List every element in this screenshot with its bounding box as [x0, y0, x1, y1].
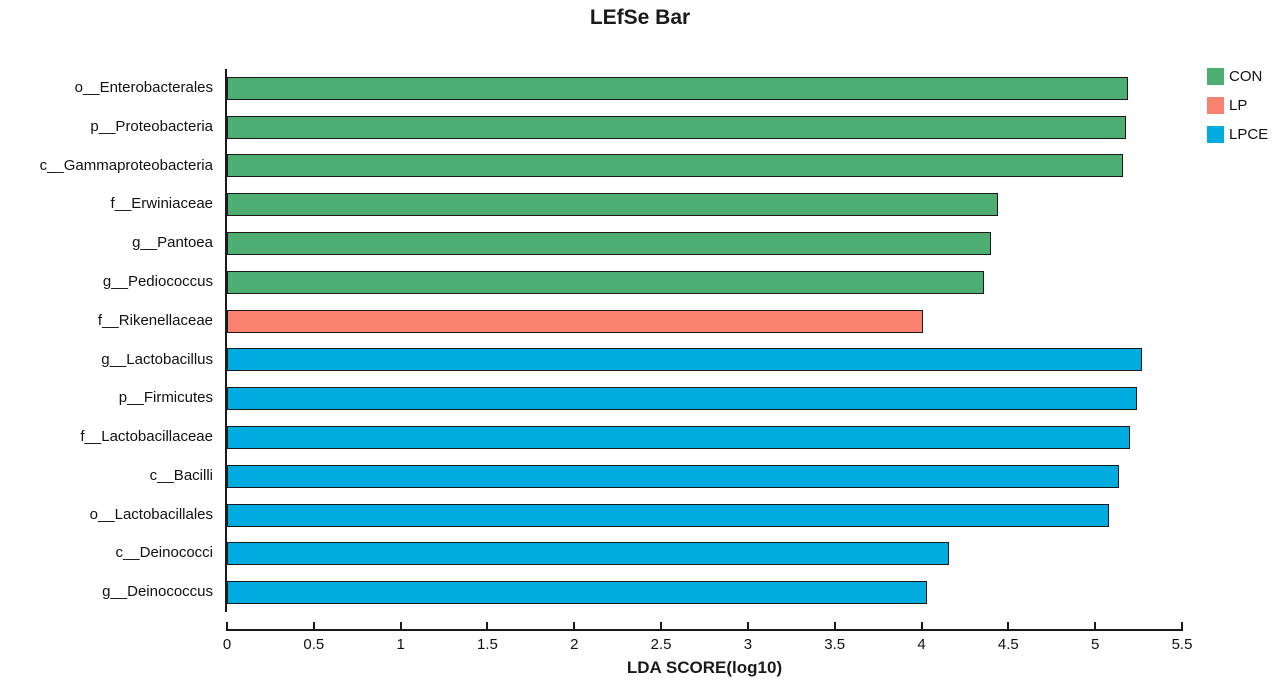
legend-swatch-icon: [1207, 68, 1224, 85]
y-axis-label: f__Rikenellaceae: [97, 311, 213, 329]
plot-area: [227, 69, 1182, 612]
x-axis-tick: [1181, 622, 1183, 631]
y-axis-line: [225, 69, 227, 612]
x-axis-tick: [312, 622, 315, 631]
x-axis-tick: [833, 622, 836, 631]
bar-o__Enterobacterales: [227, 76, 1129, 100]
bar-row: [227, 185, 1182, 224]
y-axis-label: f__Erwiniaceae: [110, 195, 213, 213]
y-axis-labels: o__Enterobacterales p__Proteobacteria c__G…: [0, 69, 213, 612]
y-axis-label: g__Deinococcus: [102, 583, 213, 601]
x-axis-tick: [746, 622, 749, 631]
legend-label: LPCE: [1229, 126, 1269, 143]
bar-row: [227, 263, 1182, 302]
bar-g__Pediococcus: [227, 270, 985, 294]
legend-swatch-icon: [1207, 97, 1224, 114]
x-axis-tick: [920, 622, 923, 631]
x-axis-line: [226, 629, 1183, 631]
x-axis-tick: [226, 622, 228, 631]
x-axis-tick: [573, 622, 576, 631]
legend: CON LP LPCE: [1207, 68, 1268, 155]
x-axis-tick: [1007, 622, 1010, 631]
y-axis-label: g__Pantoea: [132, 234, 213, 252]
bar-row: [227, 457, 1182, 496]
y-axis-label: o__Enterobacterales: [74, 79, 213, 96]
x-axis-tick: [1094, 622, 1097, 631]
x-axis-tick-label: 3: [743, 636, 753, 653]
bar-row: [227, 341, 1182, 380]
bar-row: [227, 302, 1182, 341]
bar-f__Rikenellaceae: [227, 309, 924, 333]
bar-row: [227, 418, 1182, 457]
y-axis-label: p__Proteobacteria: [90, 117, 213, 135]
y-axis-label: c__Gammaproteobacteria: [39, 156, 213, 174]
legend-item-LPCE: LPCE: [1207, 126, 1268, 143]
bar-o__Lactobacillales: [227, 503, 1110, 527]
x-axis-tick: [399, 622, 402, 631]
x-axis-tick: [486, 622, 489, 631]
y-axis-label: c__Bacilli: [149, 466, 213, 484]
x-axis-tick-label: 1: [396, 636, 405, 653]
x-axis-tick-label: 3.5: [824, 636, 846, 653]
legend-item-CON: CON: [1207, 68, 1268, 85]
bar-g__Pantoea: [227, 232, 991, 256]
chart-title: LEfSe Bar: [589, 6, 691, 29]
y-axis-label: p__Firmicutes: [118, 389, 213, 407]
y-axis-label: g__Pediococcus: [102, 272, 213, 290]
legend-item-LP: LP: [1207, 97, 1268, 114]
legend-label: CON: [1229, 68, 1263, 85]
bar-f__Erwiniaceae: [227, 193, 998, 217]
bar-p__Proteobacteria: [227, 115, 1127, 139]
bar-row: [227, 573, 1182, 612]
x-axis-tick-label: 2.5: [650, 636, 672, 653]
bar-row: [227, 496, 1182, 535]
x-axis-tick-label: 4.5: [997, 636, 1019, 653]
bar-row: [227, 69, 1182, 108]
bar-p__Firmicutes: [227, 387, 1137, 411]
y-axis-label: c__Deinococci: [115, 544, 213, 562]
bar-c__Deinococci: [227, 542, 950, 566]
bar-row: [227, 224, 1182, 263]
x-axis-tick: [660, 622, 663, 631]
bar-row: [227, 108, 1182, 147]
bar-row: [227, 534, 1182, 573]
x-axis-tick-label: 4: [917, 636, 926, 653]
legend-swatch-icon: [1207, 126, 1224, 143]
legend-label: LP: [1229, 97, 1248, 114]
bar-g__Lactobacillus: [227, 348, 1143, 372]
bar-c__Gammaproteobacteria: [227, 154, 1123, 178]
bar-g__Deinococcus: [227, 581, 927, 605]
x-axis-tick-label: 1.5: [477, 636, 498, 653]
x-axis-tick-label: 0.5: [303, 636, 325, 653]
x-axis-title: LDA SCORE(log10): [626, 658, 783, 677]
y-axis-label: o__Lactobacillales: [89, 505, 213, 523]
bar-row: [227, 379, 1182, 418]
x-axis-tick-label: 5.5: [1171, 636, 1193, 653]
y-axis-label: g__Lactobacillus: [101, 350, 213, 368]
bar-c__Bacilli: [227, 464, 1120, 488]
bar-f__Lactobacillaceae: [227, 425, 1130, 449]
bar-row: [227, 147, 1182, 186]
x-axis-tick-label: 2: [570, 636, 579, 653]
x-axis-tick-label: 0: [222, 636, 232, 653]
y-axis-label: f__Lactobacillaceae: [80, 428, 213, 446]
x-axis-tick-label: 5: [1091, 636, 1100, 653]
